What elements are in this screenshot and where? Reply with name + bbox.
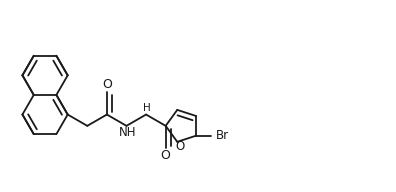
Text: O: O bbox=[161, 149, 171, 162]
Text: H: H bbox=[143, 103, 151, 113]
Text: NH: NH bbox=[119, 126, 136, 139]
Text: Br: Br bbox=[216, 129, 229, 142]
Text: O: O bbox=[102, 78, 112, 91]
Text: O: O bbox=[175, 140, 184, 153]
